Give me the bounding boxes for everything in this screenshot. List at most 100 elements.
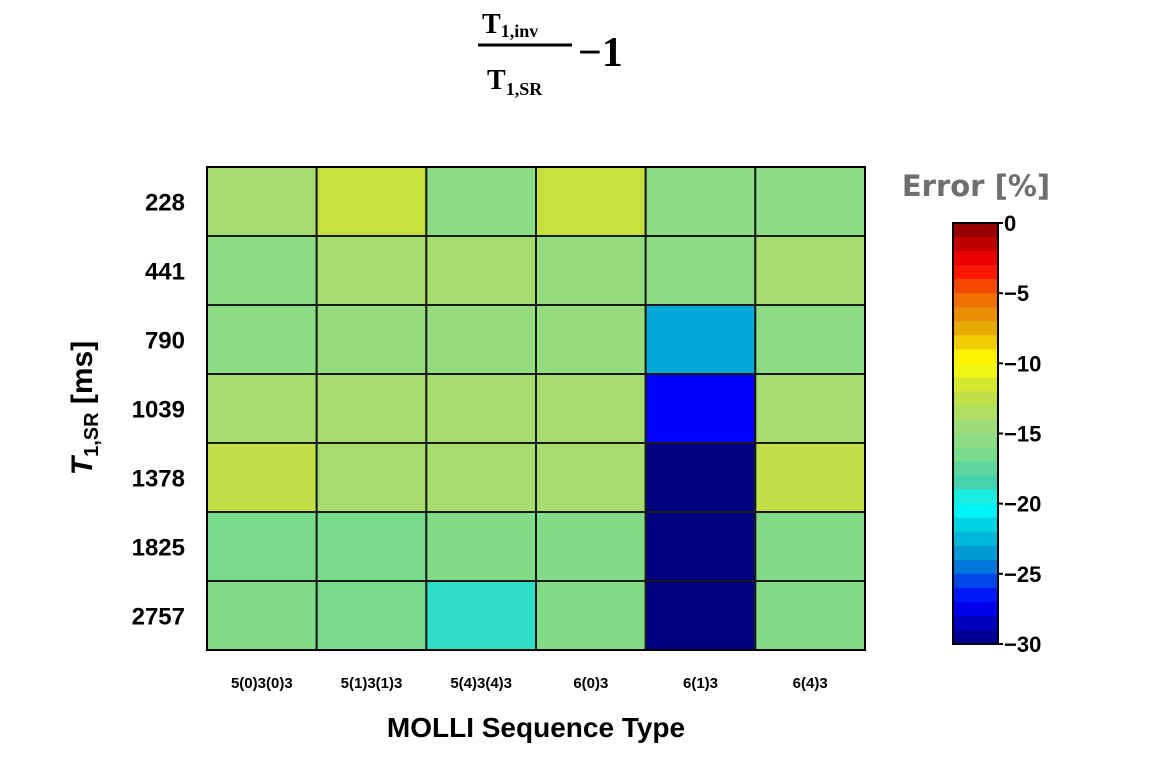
y-tick-label: 2757: [132, 604, 185, 631]
colorbar-band: [953, 349, 998, 364]
heatmap-cell: [206, 235, 318, 306]
colorbar-tick-label: −15: [1004, 422, 1041, 447]
x-tick-label: 6(1)3: [683, 675, 718, 692]
x-tick-label: 5(1)3(1)3: [341, 675, 403, 692]
heatmap-cell: [754, 166, 866, 237]
heatmap-cell: [754, 442, 866, 513]
colorbar-band: [953, 629, 998, 645]
heatmap-cell: [535, 304, 647, 375]
x-tick-labels: 5(0)3(0)3 5(1)3(1)3 5(4)3(4)3 6(0)3 6(1)3 6(4…: [231, 675, 828, 692]
colorbar-tick-label: −25: [1004, 562, 1041, 587]
x-tick-label: 5(0)3(0)3: [231, 675, 293, 692]
heatmap-cell: [315, 304, 428, 375]
colorbar-tick-label: −10: [1004, 351, 1041, 376]
colorbar-band: [953, 587, 998, 603]
colorbar-band: [953, 615, 998, 631]
colorbar-band: [953, 573, 998, 589]
colorbar-band: [953, 223, 998, 238]
colorbar-band: [953, 531, 998, 547]
y-tick-label: 790: [145, 328, 185, 355]
colorbar-tick-label: −20: [1004, 492, 1041, 517]
heatmap-cell: [644, 304, 757, 375]
heatmap-cell: [206, 304, 318, 375]
heatmap-cell: [206, 580, 318, 651]
y-tick-label: 1378: [132, 466, 185, 493]
x-tick-label: 6(0)3: [573, 675, 608, 692]
colorbar-band: [953, 545, 998, 561]
heatmap-cell: [535, 580, 647, 651]
heatmap-cell: [754, 373, 866, 444]
y-tick-label: 1039: [132, 397, 185, 424]
colorbar-tick-labels: 0 −5 −10 −15 −20 −25 −30: [998, 211, 1041, 657]
x-tick-label: 6(4)3: [793, 675, 828, 692]
colorbar-band: [953, 391, 998, 406]
chart-title: T1,inv T1,SR −1: [478, 9, 623, 99]
heatmap-cell: [644, 166, 757, 237]
colorbar-band: [953, 559, 998, 575]
colorbar: [952, 222, 999, 645]
y-tick-label: 228: [145, 190, 185, 217]
colorbar-band: [953, 335, 998, 350]
heatmap-cell: [315, 166, 428, 237]
x-tick-label: 5(4)3(4)3: [450, 675, 512, 692]
heatmap-cell: [206, 166, 318, 237]
heatmap-cell: [315, 511, 428, 582]
heatmap-cell: [754, 304, 866, 375]
heatmap-cell: [535, 511, 647, 582]
heatmap-cell: [425, 580, 538, 651]
heatmap-cell: [206, 442, 318, 513]
heatmap-cell: [644, 511, 757, 582]
colorbar-band: [953, 321, 998, 336]
heatmap-cells: [206, 166, 866, 651]
colorbar-band: [953, 475, 998, 491]
colorbar-band: [953, 517, 998, 533]
colorbar-band: [953, 237, 998, 252]
colorbar-tick-label: 0: [1004, 211, 1016, 236]
heatmap-cell: [644, 442, 757, 513]
colorbar-band: [953, 433, 998, 449]
heatmap-cell: [425, 304, 538, 375]
heatmap-cell: [315, 373, 428, 444]
colorbar-band: [953, 601, 998, 617]
heatmap-border: [206, 166, 866, 651]
heatmap-cell: [535, 373, 647, 444]
title-numerator: T1,inv: [482, 9, 538, 41]
colorbar-band: [953, 461, 998, 477]
colorbar-band: [953, 405, 998, 420]
heatmap-cell: [644, 235, 757, 306]
y-tick-labels: 228 441 790 1039 1378 1825 2757: [132, 190, 185, 631]
colorbar-band: [953, 265, 998, 280]
heatmap-cell: [535, 166, 647, 237]
heatmap-cell: [206, 373, 318, 444]
colorbar-band: [953, 363, 998, 378]
heatmap-cell: [754, 235, 866, 306]
x-axis-label: MOLLI Sequence Type: [387, 712, 685, 743]
heatmap-cell: [644, 580, 757, 651]
colorbar-title: Error [%]: [902, 169, 1050, 203]
heatmap-cell: [754, 511, 866, 582]
colorbar-tick-label: −5: [1004, 281, 1029, 306]
y-axis-label: T1,SR [ms]: [66, 341, 103, 475]
colorbar-band: [953, 279, 998, 294]
title-suffix: −1: [578, 30, 623, 76]
heatmap-cell: [754, 580, 866, 651]
heatmap-cell: [315, 235, 428, 306]
heatmap-cell: [425, 511, 538, 582]
colorbar-band: [953, 419, 998, 434]
colorbar-tick-label: −30: [1004, 632, 1041, 657]
heatmap-cell: [425, 373, 538, 444]
colorbar-band: [953, 251, 998, 266]
heatmap-cell: [206, 511, 318, 582]
heatmap-cell: [535, 442, 647, 513]
colorbar-band: [953, 489, 998, 505]
colorbar-band: [953, 503, 998, 519]
colorbar-band: [953, 293, 998, 308]
heatmap-cell: [425, 166, 538, 237]
heatmap-cell: [425, 442, 538, 513]
heatmap-cell: [315, 442, 428, 513]
colorbar-band: [953, 307, 998, 322]
heatmap-cell: [425, 235, 538, 306]
heatmap-cell: [315, 580, 428, 651]
heatmap-cell: [535, 235, 647, 306]
